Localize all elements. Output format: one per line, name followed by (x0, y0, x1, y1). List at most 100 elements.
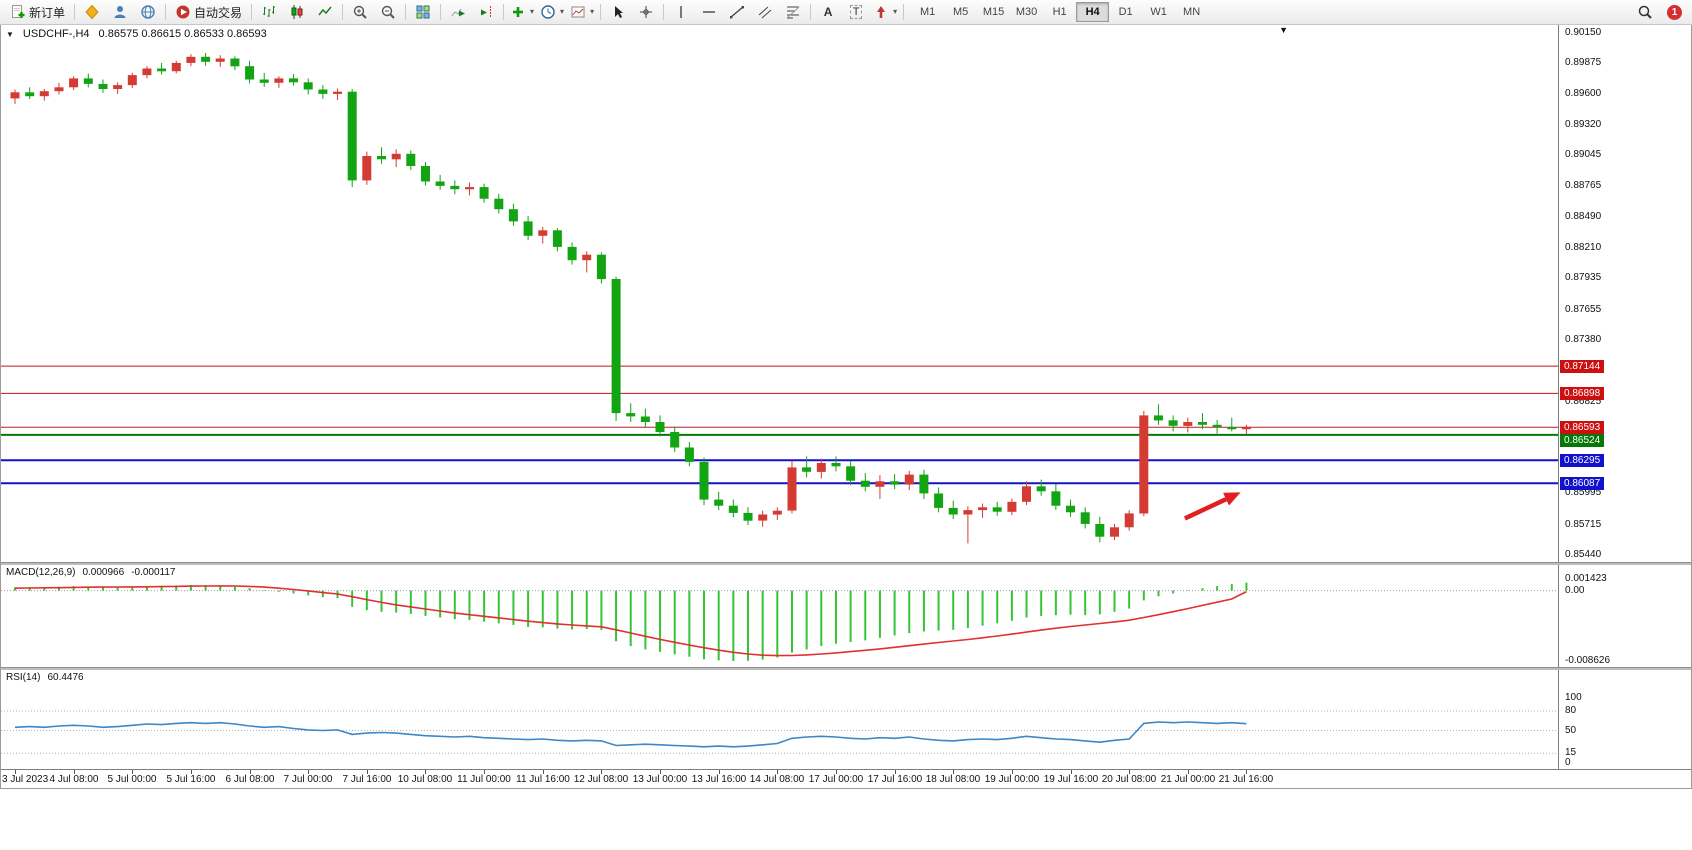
fibonacci-button[interactable] (779, 1, 807, 23)
toolbar-separator (600, 4, 602, 20)
macd-panel-resize-handle[interactable] (1, 562, 1691, 565)
timeframe-button-MN[interactable]: MN (1183, 6, 1201, 18)
trendline-button[interactable] (723, 1, 751, 23)
virtual-hosting-button[interactable] (106, 1, 134, 23)
timeframe-button-D1[interactable]: D1 (1118, 6, 1133, 18)
timeframe-button-M5[interactable]: M5 (952, 6, 969, 18)
rsi-panel-resize-handle[interactable] (1, 667, 1691, 670)
time-tick (425, 770, 426, 774)
trend-arrow-annotation[interactable] (1183, 492, 1241, 521)
zoom-in-button[interactable] (346, 1, 374, 23)
autotrading-button[interactable]: 自动交易 (169, 1, 248, 23)
notification-badge[interactable]: 1 (1667, 4, 1682, 20)
vertical-line-button[interactable] (667, 1, 695, 23)
price-line-label: 0.86898 (1560, 387, 1605, 400)
candlestick-chart-icon (291, 5, 303, 19)
timeframe-button-H1[interactable]: H1 (1052, 6, 1067, 18)
market-button[interactable] (134, 1, 162, 23)
chart-shift-button[interactable] (472, 1, 500, 23)
search-icon (1638, 5, 1652, 19)
periods-button[interactable]: ▾ (537, 1, 567, 23)
hlines-layer[interactable] (1, 365, 1558, 485)
timeframe-button-H4[interactable]: H4 (1076, 2, 1110, 22)
time-tick (15, 770, 16, 774)
equidistant-channel-button[interactable] (751, 1, 779, 23)
text-label-button[interactable]: T (842, 1, 870, 23)
time-tick (660, 770, 661, 774)
macd-scale-label: 0.00 (1565, 585, 1585, 596)
arrows-button[interactable]: ▾ (870, 1, 900, 23)
rsi-level-lines (1, 710, 1558, 754)
text-tool-icon: A (823, 5, 833, 19)
toolbar-separator (405, 4, 407, 20)
time-label: 11 Jul 00:00 (457, 774, 511, 785)
time-label: 7 Jul 00:00 (283, 774, 333, 785)
chart-menu-icon[interactable]: ▼ (6, 29, 14, 39)
candlestick-chart-button[interactable] (283, 1, 311, 23)
indicators-button[interactable]: ▾ (507, 1, 537, 23)
new-order-button[interactable]: 新订单 (4, 1, 71, 23)
price-tick: 0.87935 (1565, 272, 1602, 283)
crosshair-icon (640, 6, 653, 18)
rsi-plot[interactable] (1, 670, 1558, 769)
zoom-in-icon (353, 5, 367, 19)
main-chart-plot[interactable] (1, 25, 1558, 562)
candles-layer (10, 52, 1251, 544)
time-label: 19 Jul 00:00 (984, 774, 1040, 785)
tile-windows-button[interactable] (409, 1, 437, 23)
new-order-label: 新订单 (29, 5, 66, 20)
macd-panel: MACD(12,26,9) 0.000966 -0.000117 0.00142… (1, 565, 1691, 667)
zoom-out-button[interactable] (374, 1, 402, 23)
rsi-value: 60.4476 (47, 672, 84, 683)
chart-title: ▼ USDCHF-,H4 0.86575 0.86615 0.86533 0.8… (6, 28, 267, 40)
timeframe-button-M15[interactable]: M15 (982, 6, 1005, 18)
toolbar-separator (810, 4, 812, 20)
time-axis[interactable]: 3 Jul 2023 4 Jul 08:00 5 Jul 00:00 5 Jul 16… (1, 769, 1691, 788)
price-tick: 0.85715 (1565, 519, 1602, 530)
timeframe-button-M30[interactable]: M30 (1015, 6, 1038, 18)
time-tick (1246, 770, 1247, 774)
price-axis[interactable]: 0.90150 0.89875 0.89600 0.89320 0.89045 0.887… (1558, 25, 1691, 562)
price-tick: 0.90150 (1565, 27, 1602, 38)
time-tick (132, 770, 133, 774)
main-toolbar: 新订单 自动交易 ▾ (0, 0, 1692, 25)
auto-scroll-button[interactable] (444, 1, 472, 23)
macd-histogram (14, 582, 1248, 661)
search-button[interactable] (1631, 1, 1659, 23)
macd-axis[interactable]: 0.001423 0.00 -0.008626 (1558, 565, 1691, 667)
line-chart-button[interactable] (311, 1, 339, 23)
cursor-button[interactable] (604, 1, 632, 23)
mql5-community-button[interactable] (78, 1, 106, 23)
toolbar-separator (165, 4, 167, 20)
chart-shift-marker[interactable]: ▼ (1279, 25, 1288, 35)
bar-chart-button[interactable] (255, 1, 283, 23)
macd-plot[interactable] (1, 565, 1558, 667)
timeframe-button-W1[interactable]: W1 (1150, 6, 1167, 18)
horizontal-line-icon (703, 11, 716, 13)
price-tick: 0.86825 (1565, 396, 1602, 407)
text-tool-button[interactable]: A (814, 1, 842, 23)
rsi-scale-label: 0 (1565, 757, 1571, 768)
time-tick (308, 770, 309, 774)
time-tick (367, 770, 368, 774)
market-globe-icon (141, 5, 155, 19)
toolbar-separator (74, 4, 76, 20)
timeframe-toolbar: M1 M5 M15 M30 H1 H4 D1 W1 MN (911, 2, 1208, 22)
horizontal-line-button[interactable] (695, 1, 723, 23)
auto-scroll-icon (451, 8, 466, 17)
macd-signal-value: -0.000117 (131, 567, 176, 578)
text-label-icon: T (849, 5, 863, 19)
time-label: 12 Jul 08:00 (573, 774, 629, 785)
time-label: 13 Jul 16:00 (691, 774, 747, 785)
time-tick (74, 770, 75, 774)
rsi-axis[interactable]: 100 80 50 15 0 (1558, 670, 1691, 769)
time-tick (719, 770, 720, 774)
time-tick (836, 770, 837, 774)
dropdown-caret-icon: ▾ (560, 7, 565, 16)
crosshair-button[interactable] (632, 1, 660, 23)
timeframe-button-M1[interactable]: M1 (919, 6, 936, 18)
rsi-scale-label: 50 (1565, 725, 1577, 736)
periods-clock-icon (541, 5, 555, 19)
templates-button[interactable]: ▾ (567, 1, 597, 23)
rsi-label: RSI(14) 60.4476 (6, 672, 84, 683)
